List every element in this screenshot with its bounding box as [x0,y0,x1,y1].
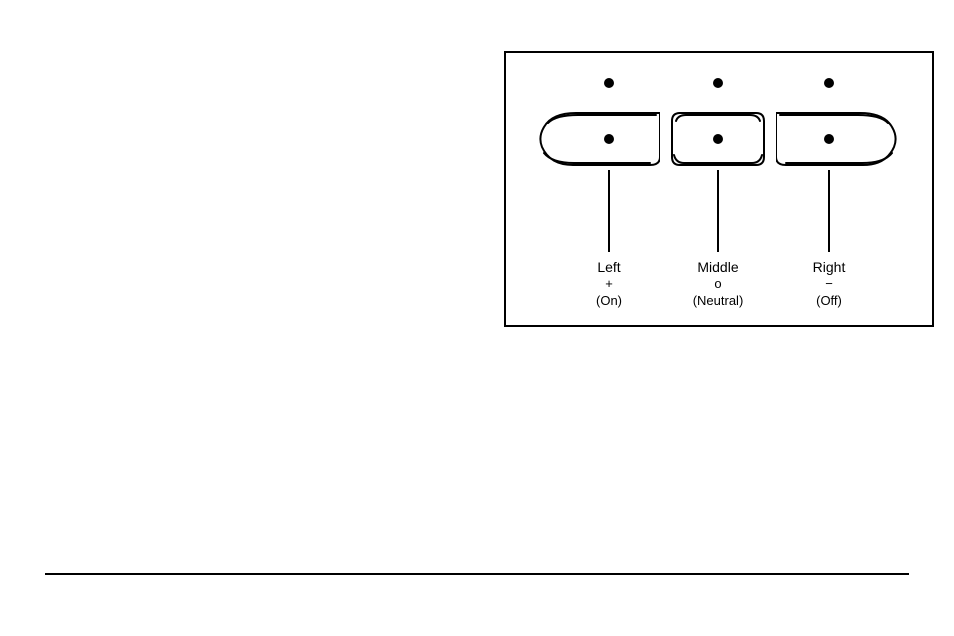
label-right-line1: Right [813,258,846,276]
index-dot-right [824,78,834,88]
index-dot-left [604,78,614,88]
label-right-line2: − [813,276,846,293]
label-right: Right − (Off) [813,258,846,310]
leader-line-left [608,170,610,252]
switch-left [538,109,660,169]
switch-right-center-dot [824,134,834,144]
leader-line-right [828,170,830,252]
label-middle-line2: o [693,276,744,293]
label-middle-line3: (Neutral) [693,293,744,310]
index-dot-middle [713,78,723,88]
switch-left-outline [540,113,660,165]
leader-line-middle [717,170,719,252]
label-left-line2: + [596,276,622,293]
switch-left-center-dot [604,134,614,144]
label-middle: Middle o (Neutral) [693,258,744,310]
switch-middle-center-dot [713,134,723,144]
label-left-line1: Left [596,258,622,276]
label-left-line3: (On) [596,293,622,310]
horizontal-rule [45,573,909,575]
label-middle-line1: Middle [693,258,744,276]
label-right-line3: (Off) [813,293,846,310]
label-left: Left + (On) [596,258,622,310]
switch-right-outline [776,113,896,165]
switch-right [776,109,898,169]
